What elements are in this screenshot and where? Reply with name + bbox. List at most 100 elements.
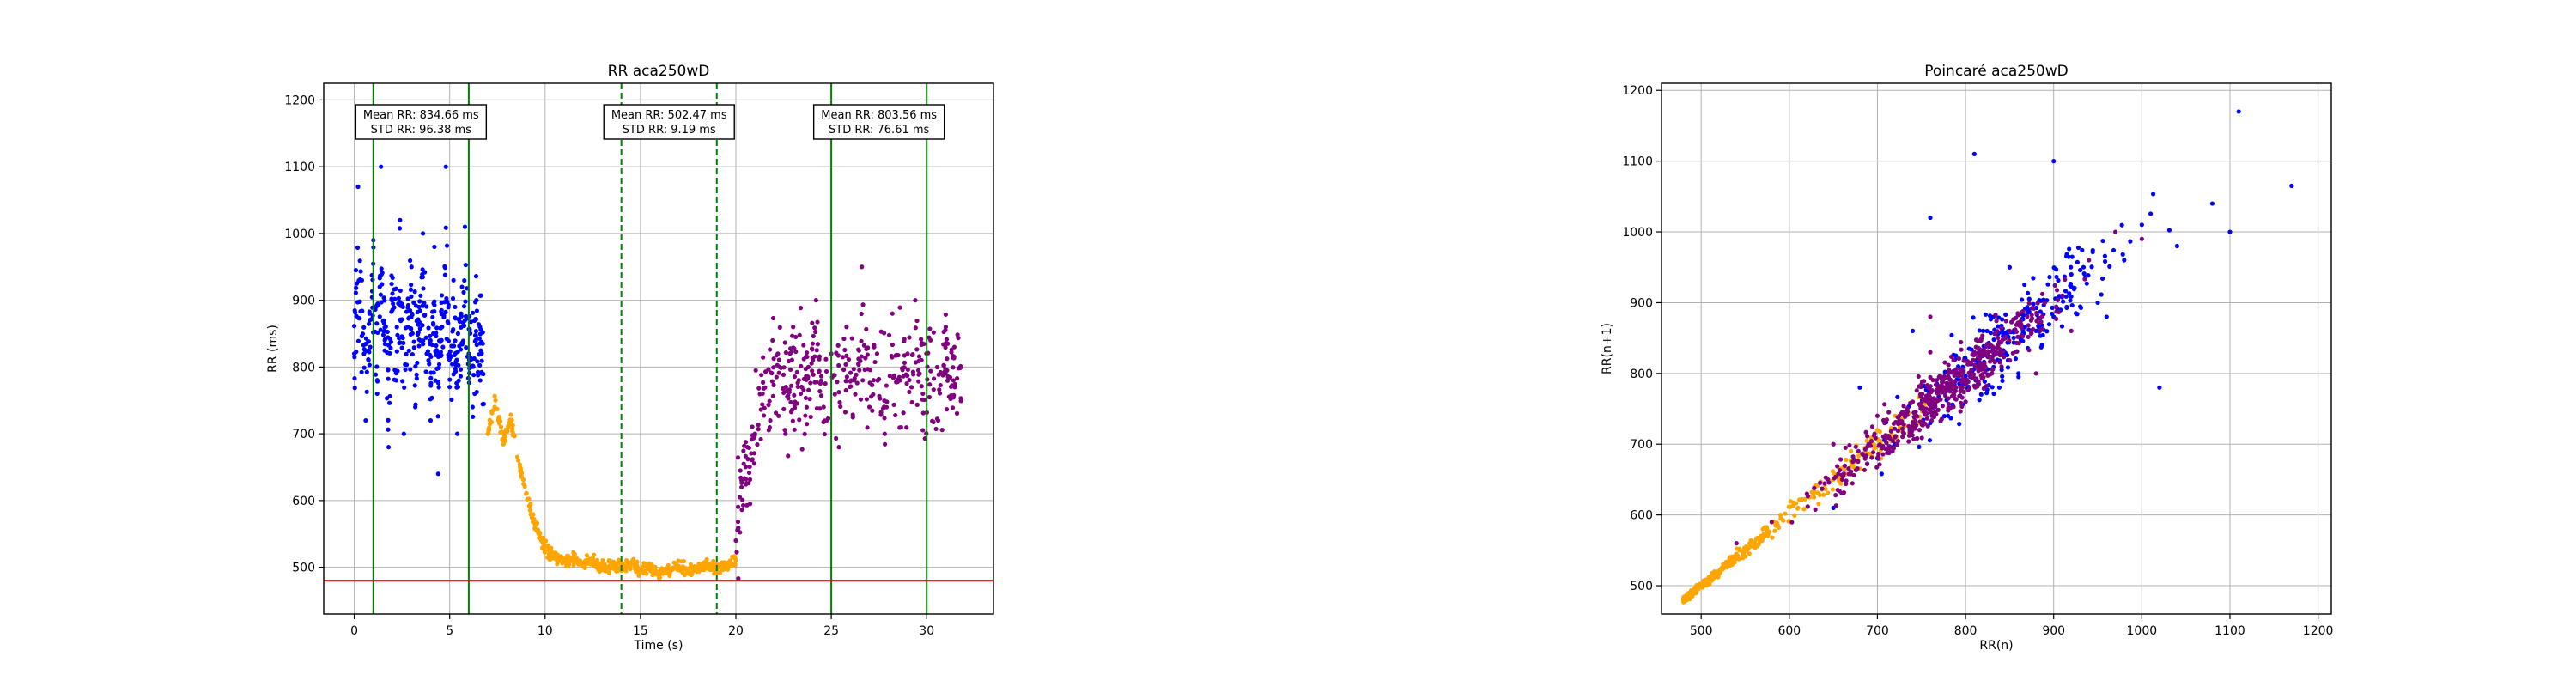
rr-point-rest: [428, 375, 434, 380]
rr-point-rest: [474, 389, 479, 395]
rr-point-exercise: [505, 426, 510, 431]
rr-point-recovery: [756, 427, 761, 432]
rr-point-recovery: [954, 410, 960, 416]
rr-point-rest: [395, 332, 400, 337]
rr-point-rest: [474, 343, 479, 348]
rr-point-recovery: [762, 385, 768, 390]
rr-point-recovery: [742, 443, 747, 448]
poincare-point-rest: [1996, 315, 2002, 320]
rr-point-recovery: [801, 343, 806, 348]
poincare-point-recovery: [1994, 330, 1999, 335]
rr-point-rest: [399, 334, 404, 339]
poincare-point-exercise: [1709, 578, 1715, 583]
rr-point-rest: [428, 337, 433, 344]
rr-point-rest: [426, 325, 431, 331]
rr-point-recovery: [916, 379, 921, 384]
rr-point-exercise: [525, 496, 530, 502]
rr-point-rest: [398, 288, 403, 294]
poincare-point-rest: [2053, 267, 2059, 272]
poincare-point-exercise: [1800, 496, 1805, 502]
rr-point-recovery: [793, 334, 799, 340]
rr-point-rest: [476, 322, 482, 327]
poincare-point-exercise: [1850, 464, 1856, 469]
poincare-point-rest: [1971, 315, 1976, 320]
rr-point-rest: [434, 348, 440, 353]
rr-stats-box: Mean RR: 834.66 ms STD RR: 96.38 ms: [355, 104, 488, 140]
rr-point-rest: [352, 375, 357, 381]
poincare-point-recovery: [1836, 471, 1841, 477]
rr-point-recovery: [937, 387, 942, 392]
rr-point-recovery: [955, 376, 960, 381]
poincare-point-recovery: [1958, 409, 1963, 414]
rr-point-rest: [477, 331, 483, 337]
poincare-point-recovery: [1952, 373, 1957, 378]
rr-point-recovery: [762, 369, 769, 374]
rr-point-recovery: [771, 356, 776, 362]
rr-point-rest: [458, 347, 464, 352]
rr-point-recovery: [736, 576, 741, 581]
poincare-point-recovery: [1940, 404, 1945, 409]
poincare-point-recovery: [2019, 333, 2024, 338]
rr-point-recovery: [861, 343, 866, 348]
rr-x-tick-label: 25: [823, 624, 839, 638]
rr-point-rest: [428, 383, 434, 388]
rr-point-recovery: [813, 298, 818, 303]
rr-point-recovery: [804, 374, 809, 379]
rr-point-rest: [439, 312, 444, 317]
rr-x-tick-label: 20: [728, 624, 744, 638]
rr-point-rest: [409, 294, 414, 299]
poincare-point-exercise: [1877, 429, 1883, 435]
rr-point-rest: [353, 267, 359, 273]
rr-point-rest: [463, 299, 468, 304]
rr-point-recovery: [902, 360, 908, 365]
poincare-point-recovery: [1851, 472, 1856, 478]
poincare-point-recovery: [1961, 358, 1966, 363]
rr-point-exercise: [492, 404, 497, 410]
rr-point-rest: [459, 325, 464, 330]
poincare-point-recovery: [2003, 319, 2008, 324]
rr-point-rest: [363, 349, 368, 354]
poincare-point-rest: [2031, 301, 2036, 307]
rr-point-rest: [434, 331, 439, 336]
poincare-y-tick-label: 600: [1630, 509, 1653, 523]
poincare-point-recovery: [2007, 337, 2012, 344]
poincare-point-recovery: [1934, 411, 1939, 416]
rr-point-recovery: [741, 502, 746, 508]
rr-point-recovery: [781, 406, 787, 411]
poincare-point-recovery: [2002, 355, 2007, 360]
poincare-point-recovery: [2026, 348, 2032, 353]
rr-point-recovery: [807, 396, 812, 402]
poincare-point-recovery: [2015, 334, 2020, 339]
poincare-point-recovery: [1924, 410, 1929, 416]
rr-point-recovery: [951, 344, 957, 350]
rr-point-rest: [397, 226, 403, 231]
rr-point-recovery: [859, 354, 864, 359]
poincare-point-recovery: [2016, 341, 2021, 346]
poincare-point-recovery: [1947, 369, 1952, 375]
poincare-point-exercise: [1794, 501, 1799, 506]
rr-point-recovery: [810, 341, 816, 346]
rr-point-rest: [400, 304, 405, 309]
poincare-point-rest: [2120, 252, 2125, 258]
poincare-point-recovery: [1986, 355, 1991, 360]
poincare-point-recovery: [1789, 520, 1795, 525]
rr-point-recovery: [782, 428, 787, 433]
poincare-point-rest: [2038, 333, 2043, 338]
rr-point-recovery: [859, 338, 864, 344]
rr-point-recovery: [783, 431, 788, 436]
rr-point-recovery: [931, 387, 936, 392]
poincare-point-rest: [2069, 254, 2075, 259]
poincare-point-rest: [2068, 298, 2073, 303]
poincare-point-exercise: [1730, 555, 1735, 560]
rr-point-exercise: [606, 559, 611, 564]
poincare-point-recovery: [2026, 301, 2032, 306]
poincare-point-recovery: [1850, 481, 1855, 486]
poincare-point-rest: [2090, 247, 2095, 253]
poincare-point-rest: [1990, 385, 1995, 390]
poincare-point-recovery: [1822, 481, 1827, 486]
poincare-point-recovery: [1990, 349, 1995, 354]
poincare-point-recovery: [1915, 435, 1920, 441]
rr-point-exercise: [540, 544, 545, 550]
rr-point-recovery: [933, 426, 939, 432]
rr-point-rest: [409, 283, 414, 288]
